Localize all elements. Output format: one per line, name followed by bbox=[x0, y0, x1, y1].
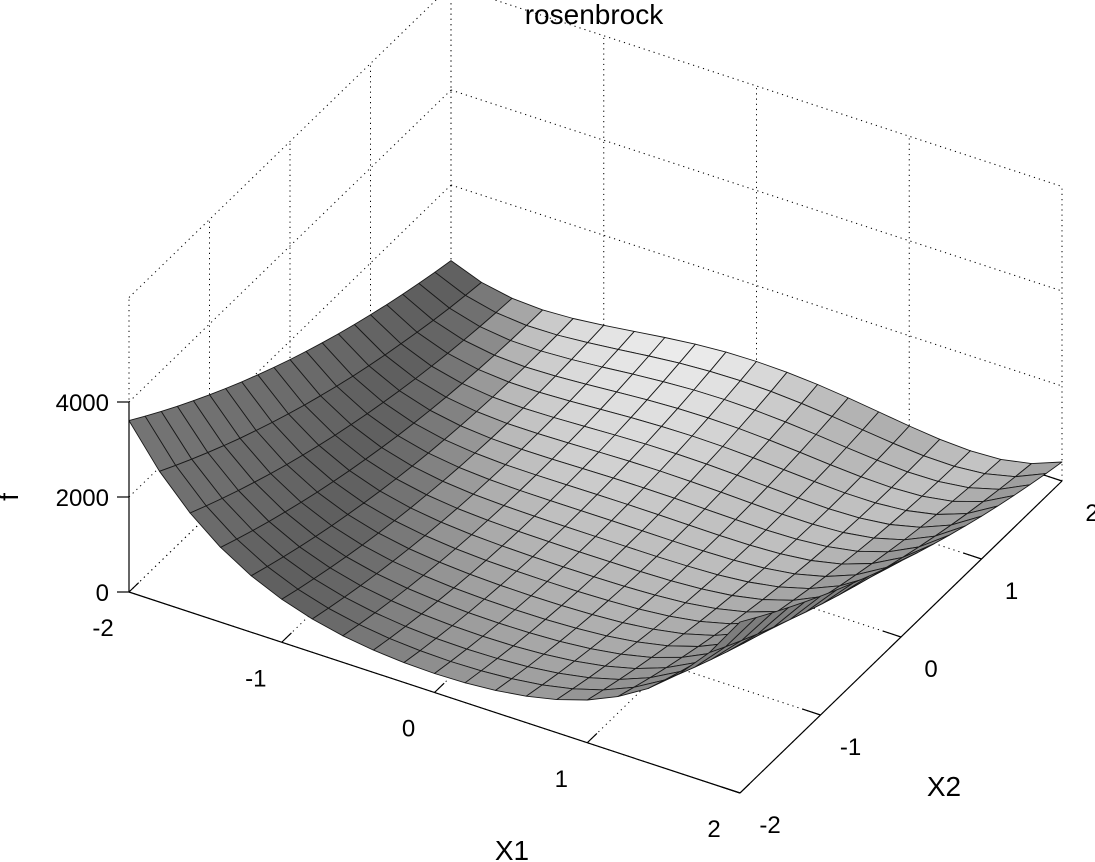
x-tick-mark bbox=[434, 682, 445, 693]
y-axis-title: X2 bbox=[927, 771, 961, 802]
grid-line bbox=[450, 184, 1063, 387]
y-tick-label: -2 bbox=[759, 812, 780, 839]
grid-line bbox=[209, 513, 821, 716]
y-tick-label: 1 bbox=[1005, 578, 1018, 605]
x-tick-label: -1 bbox=[245, 665, 266, 692]
grid-line bbox=[128, 0, 437, 298]
y-tick-label: 2 bbox=[1085, 500, 1095, 527]
grid-line bbox=[493, 0, 1063, 187]
y-tick-mark bbox=[1043, 474, 1063, 482]
y-tick-mark bbox=[882, 630, 902, 638]
chart-title: rosenbrock bbox=[525, 0, 665, 30]
x-tick-mark bbox=[281, 632, 292, 643]
surface-cell bbox=[709, 617, 757, 653]
x-tick-mark bbox=[586, 732, 598, 744]
grid-line bbox=[128, 89, 452, 403]
y-tick-label: 0 bbox=[924, 656, 937, 683]
y-tick-label: -1 bbox=[840, 734, 861, 761]
z-axis-title: f bbox=[0, 493, 24, 501]
x-tick-label: 0 bbox=[402, 716, 415, 743]
x-tick-mark bbox=[128, 582, 140, 593]
grid-line bbox=[128, 184, 452, 498]
y-tick-mark bbox=[721, 786, 741, 794]
z-tick-label: 0 bbox=[96, 580, 109, 607]
x-tick-label: -2 bbox=[92, 615, 113, 642]
x-tick-label: 1 bbox=[555, 766, 568, 793]
x-axis-title: X1 bbox=[495, 835, 529, 862]
y-tick-mark bbox=[801, 708, 821, 716]
axes: -2 -1 0 1 2 -2 -1 0 1 2 0 2000 4000 bbox=[56, 390, 1095, 843]
x-tick-label: 2 bbox=[707, 816, 720, 843]
surface-mesh bbox=[128, 260, 1063, 701]
z-tick-label: 2000 bbox=[56, 485, 109, 512]
y-tick-mark bbox=[962, 552, 982, 560]
z-tick-label: 4000 bbox=[56, 390, 109, 417]
grid-line bbox=[450, 89, 1063, 292]
